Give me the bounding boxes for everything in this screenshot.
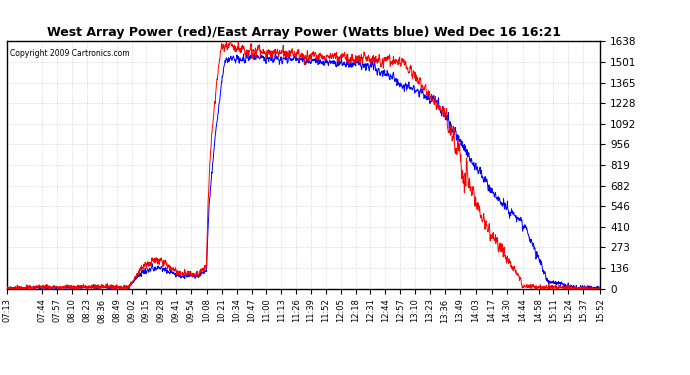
Title: West Array Power (red)/East Array Power (Watts blue) Wed Dec 16 16:21: West Array Power (red)/East Array Power … bbox=[47, 26, 560, 39]
Text: Copyright 2009 Cartronics.com: Copyright 2009 Cartronics.com bbox=[10, 49, 130, 58]
